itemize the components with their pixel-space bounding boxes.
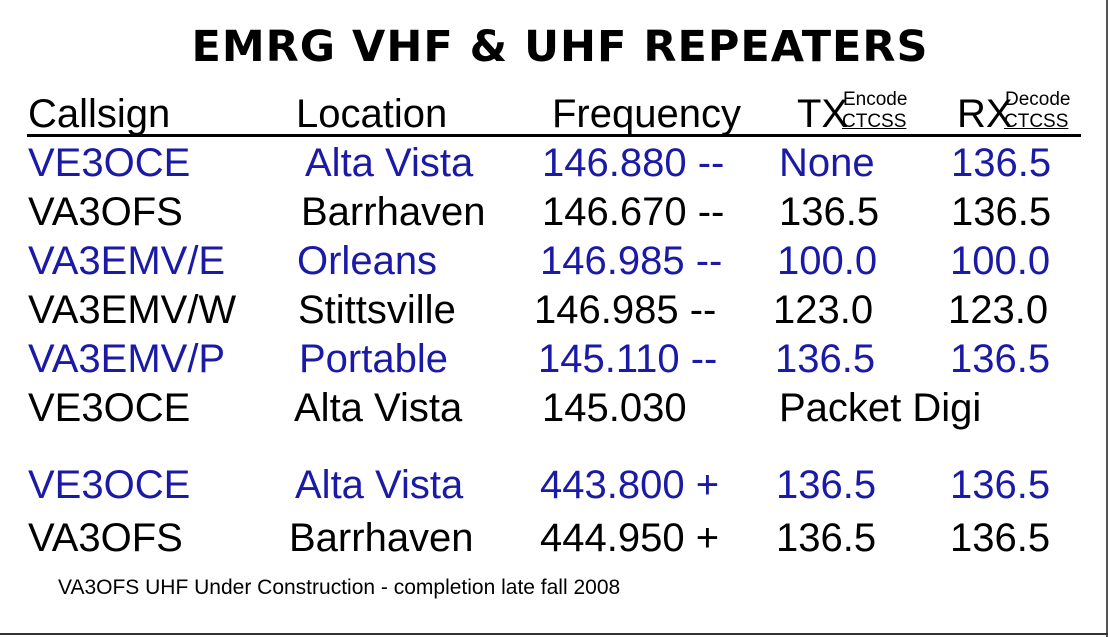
header-rx-decode: Decode [1005,89,1071,110]
header-tx-ctcss: CTCSS [842,111,907,132]
header-location: Location [296,92,448,136]
cell-rx: 136.5 [950,516,1051,560]
cell-tx: 136.5 [776,463,877,507]
cell-rx: 136.5 [951,190,1052,234]
cell-callsign: VA3OFS [28,516,183,560]
page-title: EMRG VHF & UHF REPEATERS [191,22,929,72]
cell-frequency: 146.985 -- [540,239,723,283]
cell-location: Stittsville [298,288,456,332]
cell-tx: 100.0 [777,239,878,283]
header-callsign: Callsign [28,92,171,136]
cell-callsign: VA3EMV/E [28,239,226,283]
cell-frequency: 145.030 [542,386,687,430]
cell-frequency: 145.110 -- [538,337,718,381]
cell-tx: 136.5 [776,516,877,560]
cell-frequency: 444.950 + [540,516,720,560]
cell-location: Alta Vista [294,386,463,430]
cell-tx: Packet Digi [779,386,982,430]
cell-rx: 100.0 [950,239,1051,283]
cell-frequency: 146.880 -- [542,141,725,185]
cell-rx: 123.0 [948,288,1049,332]
cell-location: Portable [299,337,448,381]
cell-tx: None [779,141,875,185]
frame-border-right [1106,0,1108,637]
header-tx: TX [797,92,849,136]
cell-callsign: VE3OCE [28,463,191,507]
cell-tx: 136.5 [779,190,880,234]
header-tx-encode: Encode [843,89,908,110]
cell-location: Alta Vista [305,141,474,185]
footnote: VA3OFS UHF Under Construction - completi… [58,576,621,599]
cell-frequency: 443.800 + [540,463,720,507]
header-rx-ctcss: CTCSS [1004,111,1069,132]
cell-frequency: 146.670 -- [542,190,725,234]
cell-tx: 123.0 [773,288,874,332]
cell-callsign: VA3EMV/W [28,288,237,332]
cell-callsign: VA3EMV/P [28,337,226,381]
cell-location: Orleans [297,239,438,283]
cell-callsign: VE3OCE [28,141,191,185]
header-rx: RX [957,92,1013,136]
cell-rx: 136.5 [950,463,1051,507]
cell-tx: 136.5 [775,337,876,381]
header-underline [27,134,1081,137]
cell-callsign: VE3OCE [28,386,191,430]
cell-callsign: VA3OFS [28,190,183,234]
cell-rx: 136.5 [950,337,1051,381]
cell-location: Barrhaven [289,516,474,560]
header-frequency: Frequency [552,92,741,136]
frame-border-bottom [0,633,1108,635]
cell-location: Barrhaven [301,190,486,234]
cell-frequency: 146.985 -- [534,288,717,332]
cell-location: Alta Vista [295,463,464,507]
cell-rx: 136.5 [951,141,1052,185]
